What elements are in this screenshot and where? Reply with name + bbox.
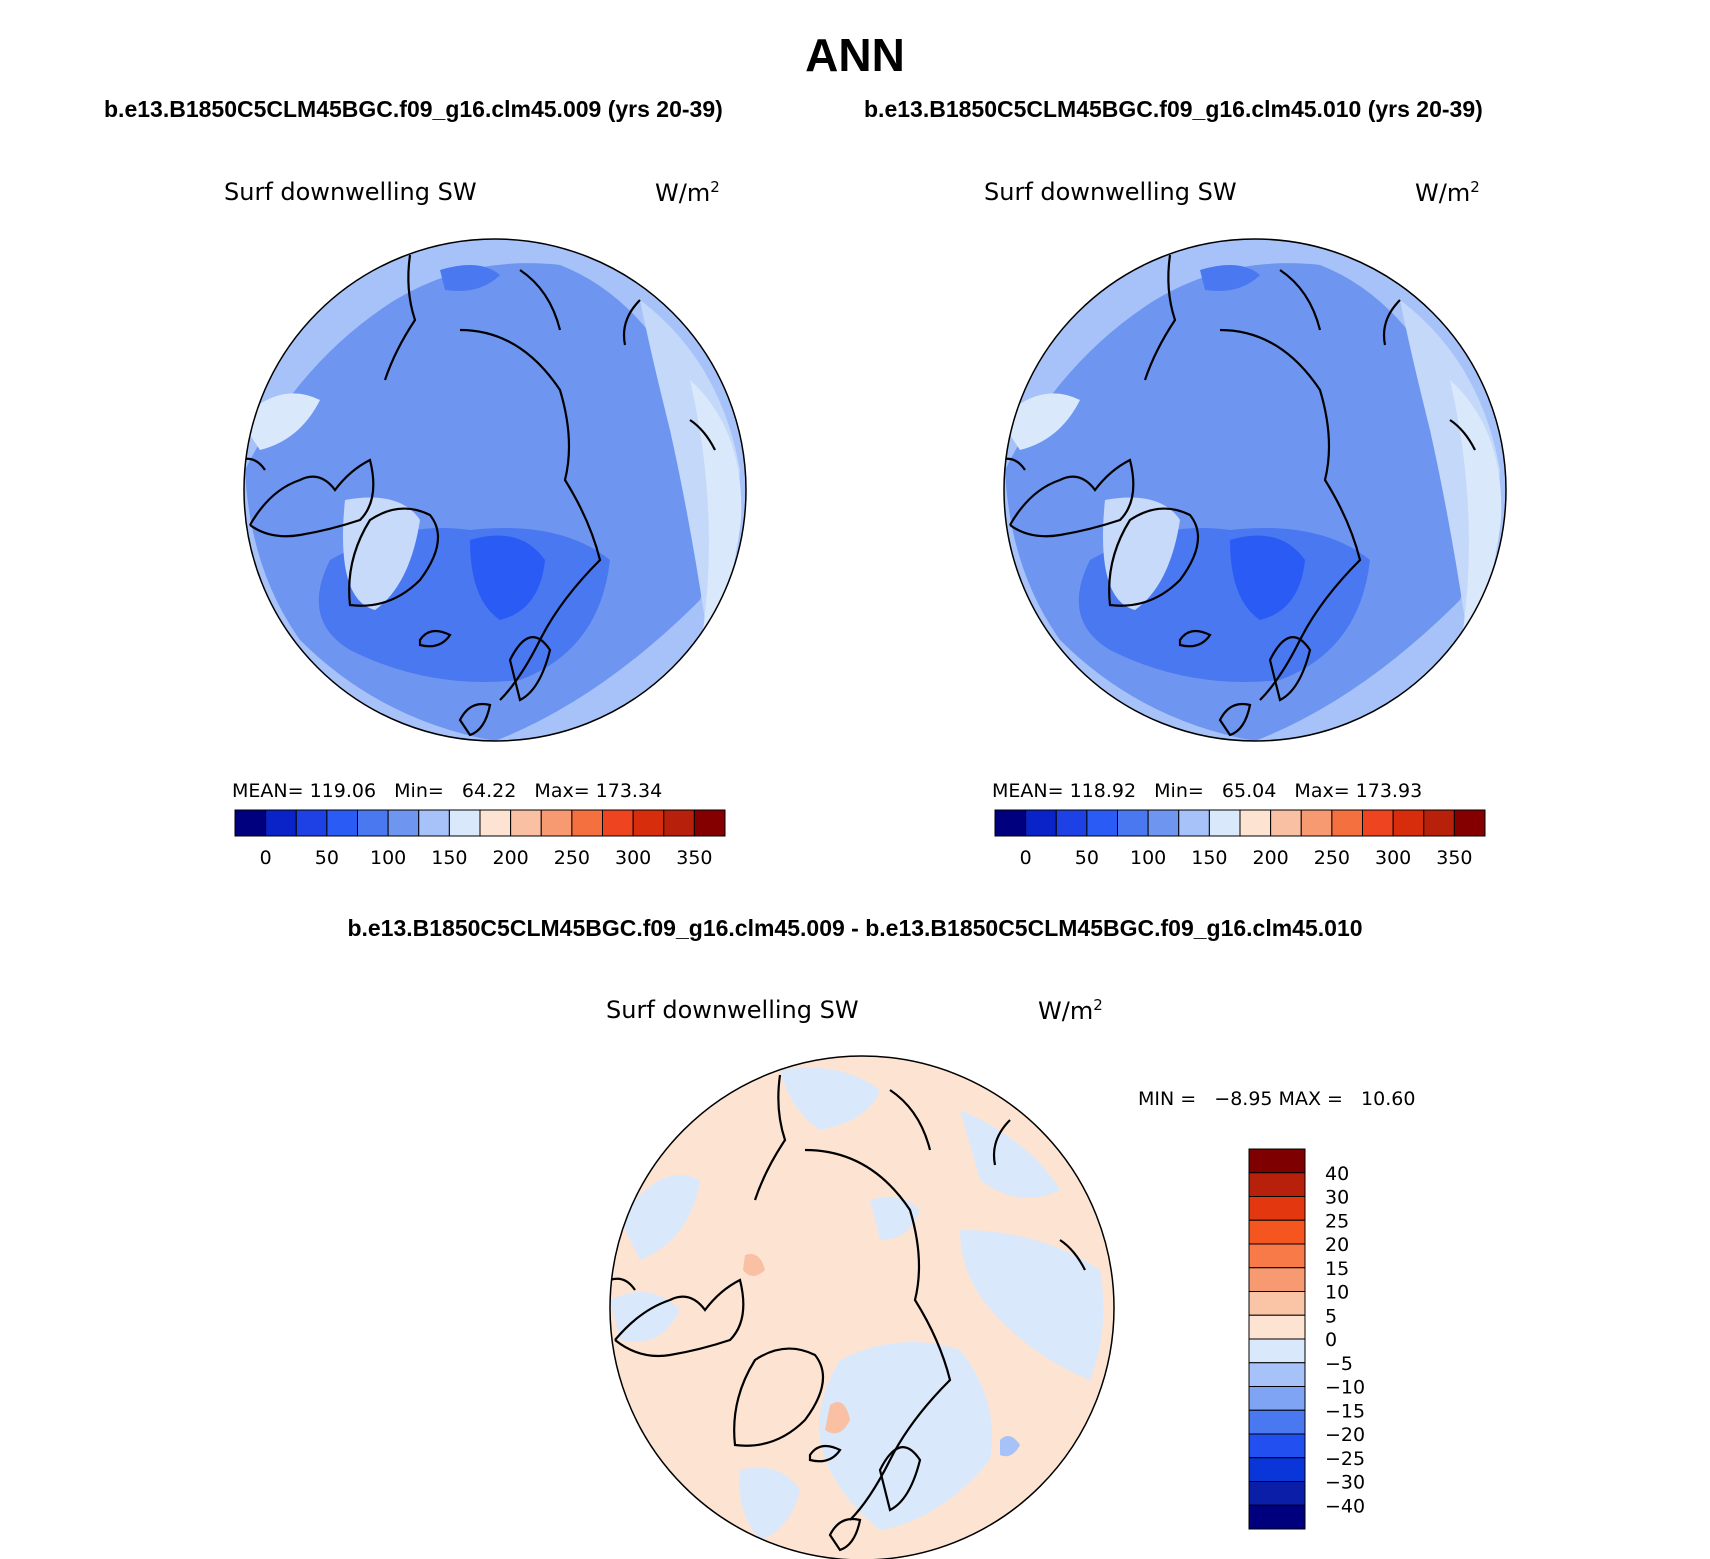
diff-units-label: W/m2 — [1038, 996, 1103, 1025]
case2-title: b.e13.B1850C5CLM45BGC.f09_g16.clm45.010 … — [864, 96, 1483, 122]
colorbar-2-swatch — [1147, 809, 1180, 837]
colorbar-1-tick-label: 0 — [260, 847, 272, 869]
colorbar-2-tick-label: 50 — [1075, 847, 1099, 869]
colorbar-2-tick-label: 200 — [1252, 847, 1288, 869]
colorbar-diff-swatch — [1248, 1504, 1306, 1530]
colorbar-1-tick-label: 250 — [554, 847, 590, 869]
colorbar-1-swatch — [387, 809, 420, 837]
colorbar-diff-tick-label: −10 — [1325, 1377, 1365, 1399]
colorbar-diff-swatch — [1248, 1386, 1306, 1411]
colorbar-2-swatch — [1270, 809, 1302, 837]
colorbar-1-tick-label: 350 — [676, 847, 712, 869]
colorbar-1-swatch — [265, 809, 297, 837]
colorbar-1-tick-label: 50 — [315, 847, 339, 869]
colorbar-diff-swatch — [1248, 1196, 1306, 1221]
figure-title: ANN — [805, 29, 905, 81]
colorbar-1-swatch — [693, 809, 726, 837]
colorbar-2-tick-label: 100 — [1130, 847, 1166, 869]
colorbar-diff-tick-label: −30 — [1325, 1472, 1365, 1494]
colorbar-diff-tick-label: −15 — [1325, 1400, 1365, 1422]
colorbar-diff-tick-label: −40 — [1325, 1495, 1365, 1517]
diff-variable-label: Surf downwelling SW — [606, 996, 859, 1024]
colorbar-diff-swatch — [1248, 1243, 1306, 1269]
panel1-units-label: W/m2 — [655, 178, 720, 207]
colorbar-1-tick-label: 300 — [615, 847, 651, 869]
colorbar-diff-swatch — [1248, 1409, 1306, 1435]
colorbar-2-swatch — [1423, 809, 1455, 837]
colorbar-2-swatch — [1453, 809, 1486, 837]
colorbar-panel-2: 0 50 100 150 200 250 300 350 — [994, 809, 1486, 869]
colorbar-diff-swatch — [1248, 1148, 1306, 1174]
colorbar-diff-swatch — [1248, 1362, 1306, 1387]
colorbar-2-tick-label: 350 — [1436, 847, 1472, 869]
colorbar-1-swatch — [479, 809, 512, 837]
difference-title: b.e13.B1850C5CLM45BGC.f09_g16.clm45.009 … — [347, 915, 1363, 941]
colorbar-diff-tick-label: 10 — [1325, 1282, 1349, 1304]
colorbar-1-tick-label: 200 — [492, 847, 528, 869]
colorbar-diff-tick-label: 15 — [1325, 1258, 1349, 1280]
colorbar-diff-swatch — [1248, 1267, 1306, 1292]
colorbar-2-swatch — [1300, 809, 1333, 837]
colorbar-diff-tick-label: 40 — [1325, 1163, 1349, 1185]
colorbar-2-swatch — [1208, 809, 1241, 837]
colorbar-2-swatch — [994, 809, 1027, 837]
diff-minmax-stats: MIN = −8.95 MAX = 10.60 — [1138, 1088, 1416, 1110]
colorbar-diff-swatch — [1248, 1291, 1306, 1316]
colorbar-diff-tick-label: 5 — [1325, 1305, 1337, 1327]
colorbar-diff-tick-label: −5 — [1325, 1353, 1353, 1375]
colorbar-diff-swatch — [1248, 1314, 1306, 1340]
colorbar-2-tick-label: 150 — [1191, 847, 1227, 869]
panel2-stats: MEAN= 118.92 Min= 65.04 Max= 173.93 — [992, 780, 1423, 802]
colorbar-diff-swatch — [1248, 1219, 1306, 1245]
colorbar-1-swatch — [448, 809, 481, 837]
colorbar-diff-tick-label: −20 — [1325, 1424, 1365, 1446]
colorbar-diff-tick-label: 0 — [1325, 1329, 1337, 1351]
panel2-variable-label: Surf downwelling SW — [984, 178, 1237, 206]
colorbar-panel-1: 0 50 100 150 200 250 300 350 — [234, 809, 726, 869]
panel2-units-label: W/m2 — [1415, 178, 1480, 207]
panel1-stats: MEAN= 119.06 Min= 64.22 Max= 173.34 — [232, 780, 663, 802]
panel1-variable-label: Surf downwelling SW — [224, 178, 477, 206]
colorbar-2-tick-label: 250 — [1314, 847, 1350, 869]
colorbar-diff-tick-label: −25 — [1325, 1448, 1365, 1470]
colorbar-1-swatch — [234, 809, 267, 837]
colorbar-diff-tick-label: 30 — [1325, 1187, 1349, 1209]
colorbar-2-swatch — [1362, 809, 1394, 837]
colorbar-2-tick-label: 300 — [1375, 847, 1411, 869]
colorbar-2-swatch — [1055, 809, 1088, 837]
colorbar-1-swatch — [510, 809, 542, 837]
colorbar-diff-swatch — [1248, 1172, 1306, 1197]
colorbar-diff-swatch — [1248, 1338, 1306, 1364]
colorbar-2-swatch — [1025, 809, 1057, 837]
colorbar-1-swatch — [418, 809, 450, 837]
colorbar-1-swatch — [632, 809, 665, 837]
colorbar-2-tick-label: 0 — [1020, 847, 1032, 869]
colorbar-2-swatch — [1392, 809, 1425, 837]
colorbar-diff-swatch — [1248, 1433, 1306, 1459]
colorbar-diff-tick-label: 25 — [1325, 1210, 1349, 1232]
colorbar-1-swatch — [357, 809, 389, 837]
colorbar-diff-swatch — [1248, 1457, 1306, 1482]
colorbar-diff-swatch — [1248, 1481, 1306, 1506]
colorbar-diff-tick-label: 20 — [1325, 1234, 1349, 1256]
colorbar-1-tick-label: 150 — [431, 847, 467, 869]
case1-title: b.e13.B1850C5CLM45BGC.f09_g16.clm45.009 … — [104, 96, 723, 122]
colorbar-1-tick-label: 100 — [370, 847, 406, 869]
